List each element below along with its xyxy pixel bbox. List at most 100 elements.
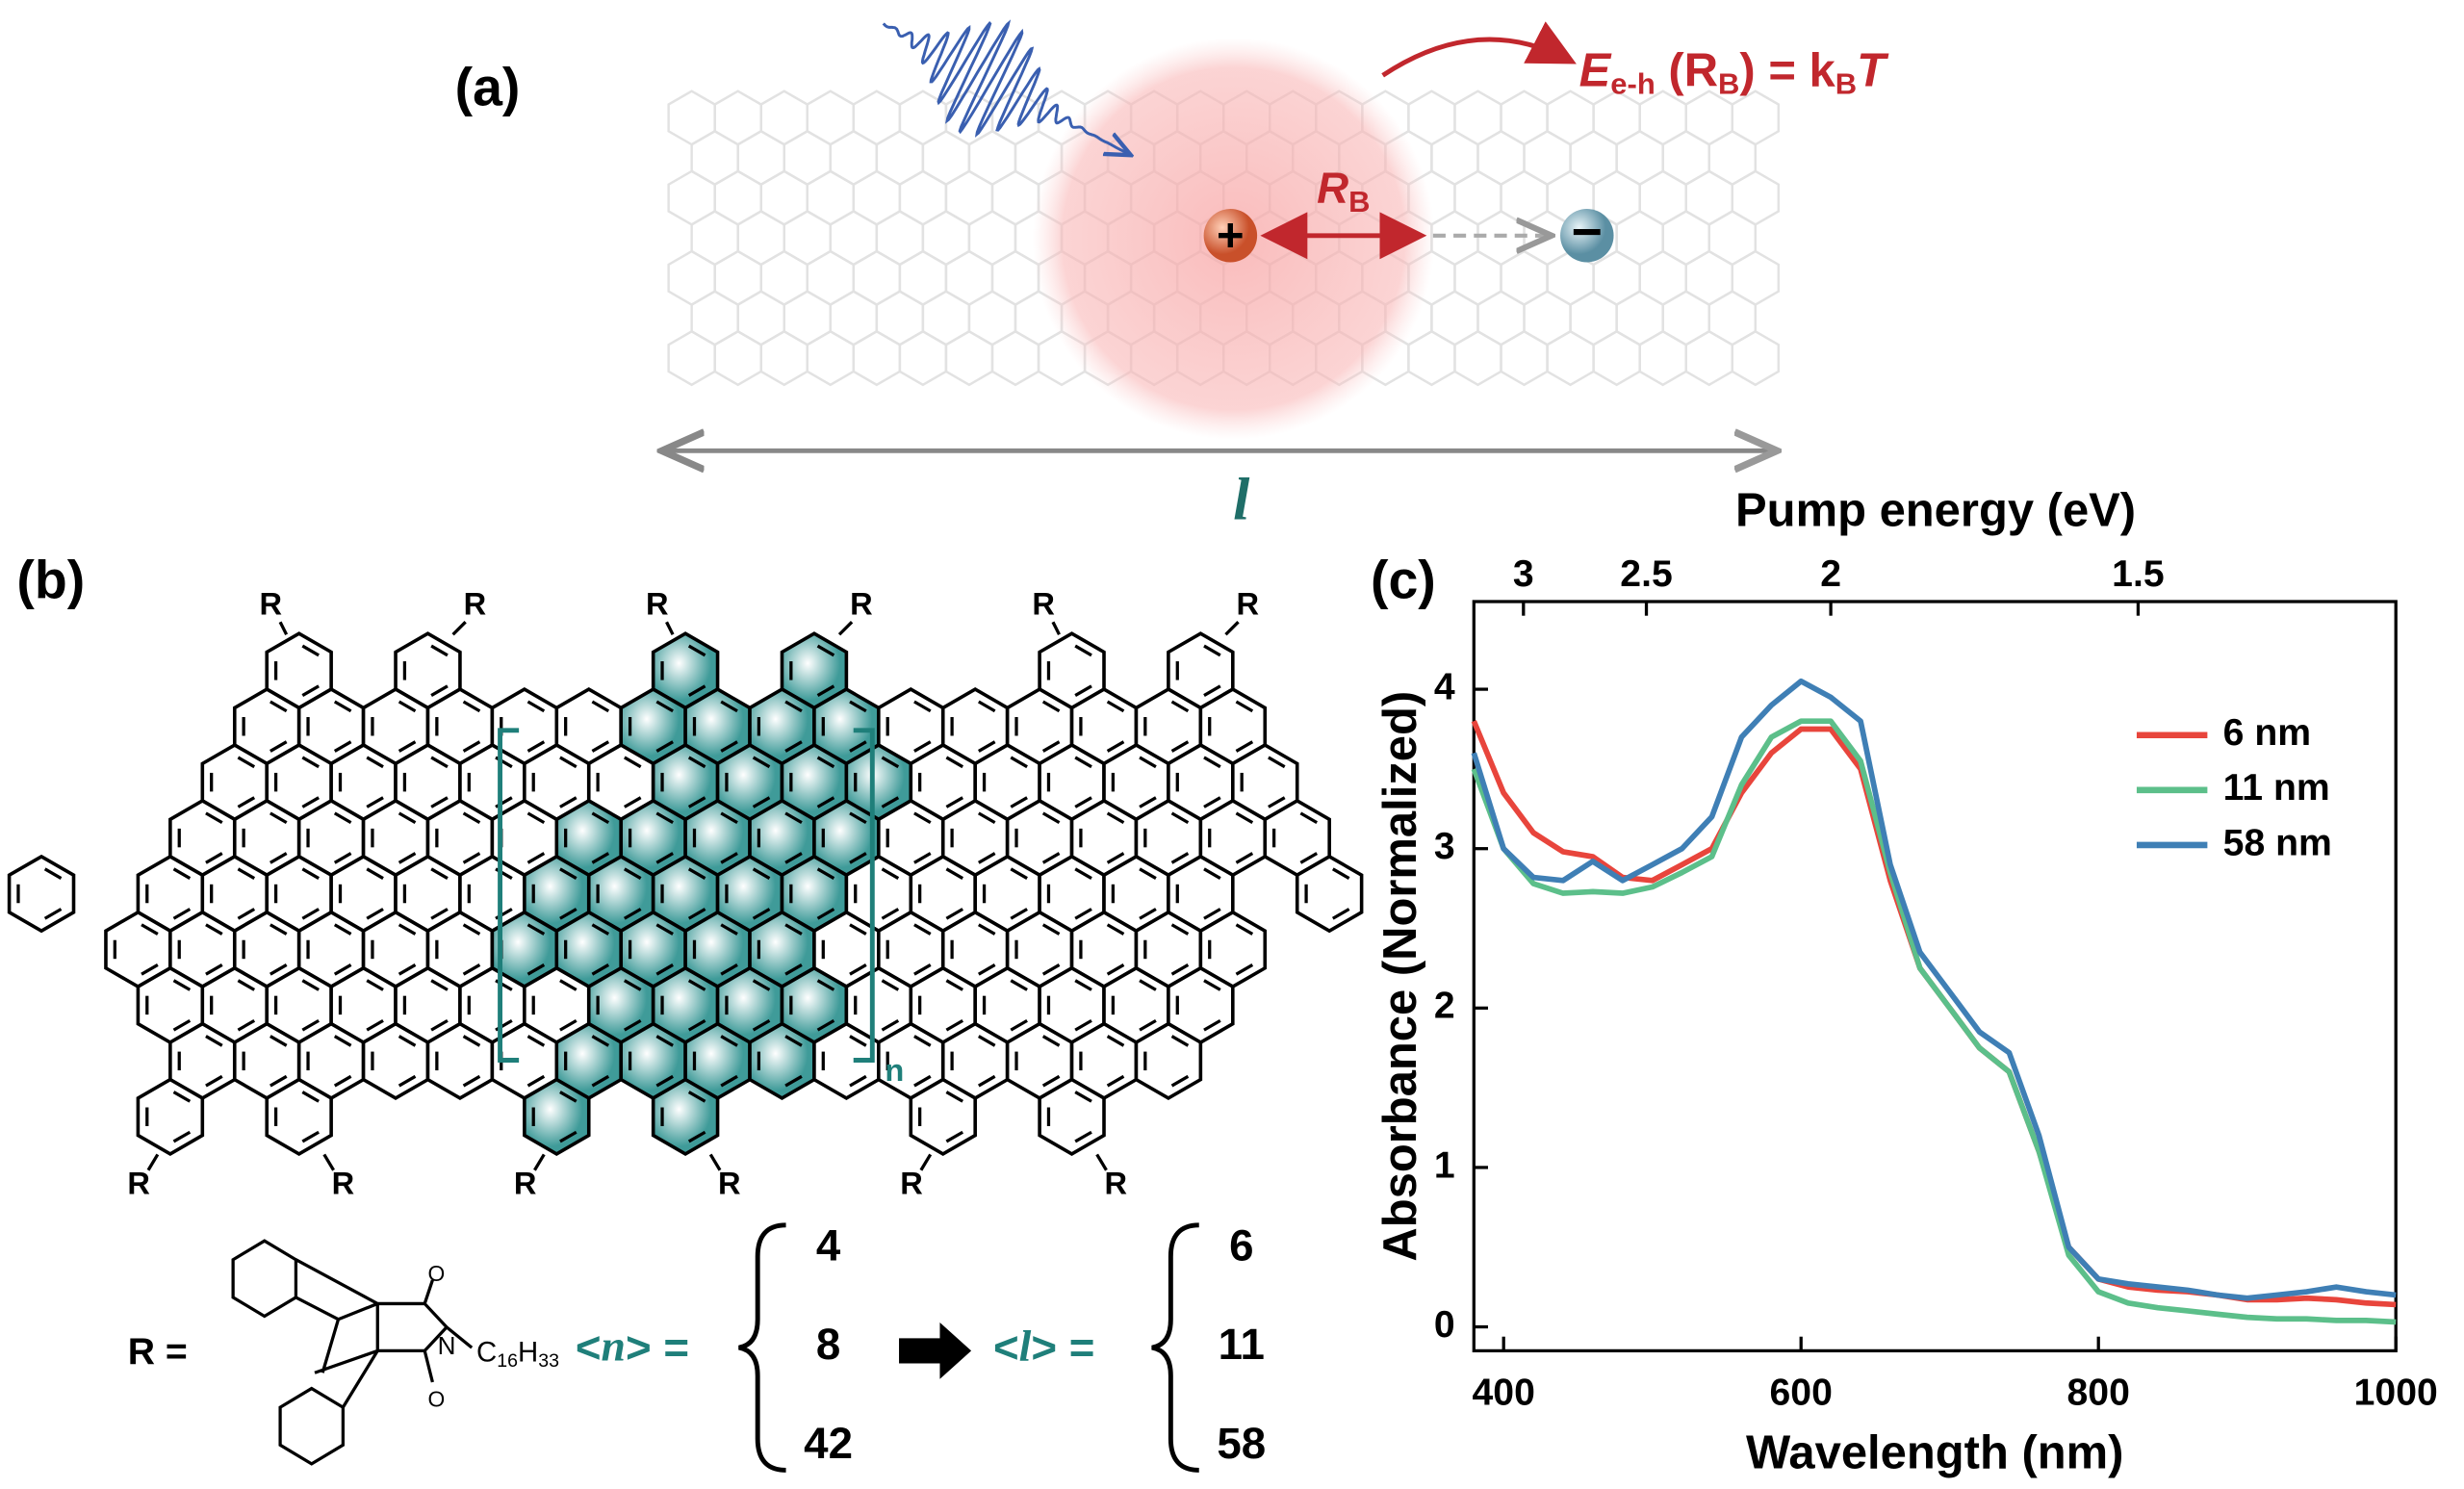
double-bond [205, 923, 223, 936]
double-bond [784, 852, 803, 864]
binding-energy-equation: Ee-h (RB) = kBT [1579, 45, 1889, 101]
eq-part: B [1718, 67, 1739, 101]
double-bond [945, 1091, 964, 1103]
double-bond [1010, 756, 1028, 769]
double-bond [720, 963, 738, 976]
atom-label: N [438, 1331, 456, 1360]
lattice-ring [1546, 329, 1595, 387]
double-bond [270, 700, 288, 713]
length-label: l [1233, 468, 1250, 533]
double-bond [1235, 852, 1254, 864]
double-bond [1268, 756, 1286, 769]
y-tick-label: 1 [1434, 1144, 1455, 1186]
substituent-label: R [127, 1166, 150, 1201]
lattice-ring [713, 329, 762, 387]
double-bond [1074, 796, 1092, 809]
lattice-ring [1592, 329, 1641, 387]
double-bond [237, 796, 256, 809]
double-bond [559, 908, 578, 920]
double-bond [913, 1074, 932, 1088]
double-bond [1139, 867, 1157, 880]
double-bond [430, 908, 449, 920]
double-bond [205, 811, 223, 825]
double-bond [881, 979, 900, 991]
energy-arrow [1381, 21, 1577, 78]
y-tick-label: 3 [1434, 826, 1455, 867]
double-bond [655, 1074, 674, 1088]
double-bond [1041, 740, 1061, 753]
lattice-ring [944, 329, 994, 387]
double-bond [913, 700, 932, 713]
double-bond [1331, 908, 1350, 920]
double-bond [430, 1018, 449, 1032]
double-bond [913, 963, 932, 976]
double-bond [172, 1130, 192, 1143]
double-bond [784, 963, 803, 976]
bond [278, 621, 289, 635]
double-bond [1106, 963, 1125, 976]
double-bond [687, 644, 706, 657]
double-bond [720, 1074, 738, 1088]
double-bond [591, 923, 610, 936]
double-bond [752, 1018, 771, 1032]
double-bond [366, 756, 384, 769]
brace [1151, 1222, 1199, 1473]
double-bond [398, 1074, 417, 1088]
double-bond [1203, 684, 1221, 697]
eq-part: ) = k [1739, 45, 1835, 97]
implies-arrow [899, 1322, 972, 1379]
double-bond [977, 811, 996, 825]
l-values: 6 11 58 [1217, 1220, 1266, 1468]
double-bond [913, 852, 932, 864]
radius-label: RB [1317, 164, 1370, 218]
double-bond [849, 811, 867, 825]
double-bond [398, 963, 417, 976]
substituent-label: R [900, 1166, 923, 1201]
double-bond [526, 923, 546, 936]
double-bond [43, 867, 63, 880]
double-bond [655, 852, 674, 864]
double-bond [333, 923, 352, 936]
substituent-label: R [514, 1166, 537, 1201]
double-bond [237, 1018, 256, 1032]
lattice-ring [1684, 329, 1733, 387]
double-bond [1203, 644, 1221, 657]
double-bond [913, 1035, 932, 1047]
y-axis-title: Absorbance (Normalized) [1374, 691, 1426, 1262]
double-bond [559, 979, 578, 991]
electron [1560, 209, 1614, 263]
double-bond [945, 1130, 964, 1143]
l-part: l [1019, 1322, 1032, 1371]
double-bond [1139, 796, 1157, 809]
eq-part: (R [1656, 45, 1718, 97]
substituent-label: R [646, 586, 669, 622]
series-line [1471, 718, 2397, 1325]
double-bond [752, 796, 771, 809]
double-bond [559, 1130, 578, 1143]
double-bond [784, 700, 803, 713]
double-bond [816, 1018, 835, 1032]
double-bond [1268, 796, 1286, 809]
double-bond [333, 1035, 352, 1047]
double-bond [301, 1018, 320, 1032]
double-bond [237, 979, 256, 991]
double-bond [270, 963, 288, 976]
legend-label: 11 nm [2223, 767, 2330, 809]
double-bond [366, 908, 384, 920]
double-bond [270, 811, 288, 825]
double-bond [270, 852, 288, 864]
double-bond [784, 740, 803, 753]
double-bond [655, 923, 674, 936]
double-bond [591, 700, 610, 713]
double-bond [1139, 756, 1157, 769]
double-bond [1010, 796, 1028, 809]
value-label: 58 [1217, 1419, 1266, 1468]
double-bond [237, 908, 256, 920]
double-bond [624, 796, 642, 809]
y-tick-label: 4 [1434, 666, 1455, 707]
double-bond [398, 740, 417, 753]
double-bond [655, 811, 674, 825]
bond [1051, 621, 1061, 635]
double-bond [1299, 811, 1319, 825]
double-bond [816, 796, 835, 809]
